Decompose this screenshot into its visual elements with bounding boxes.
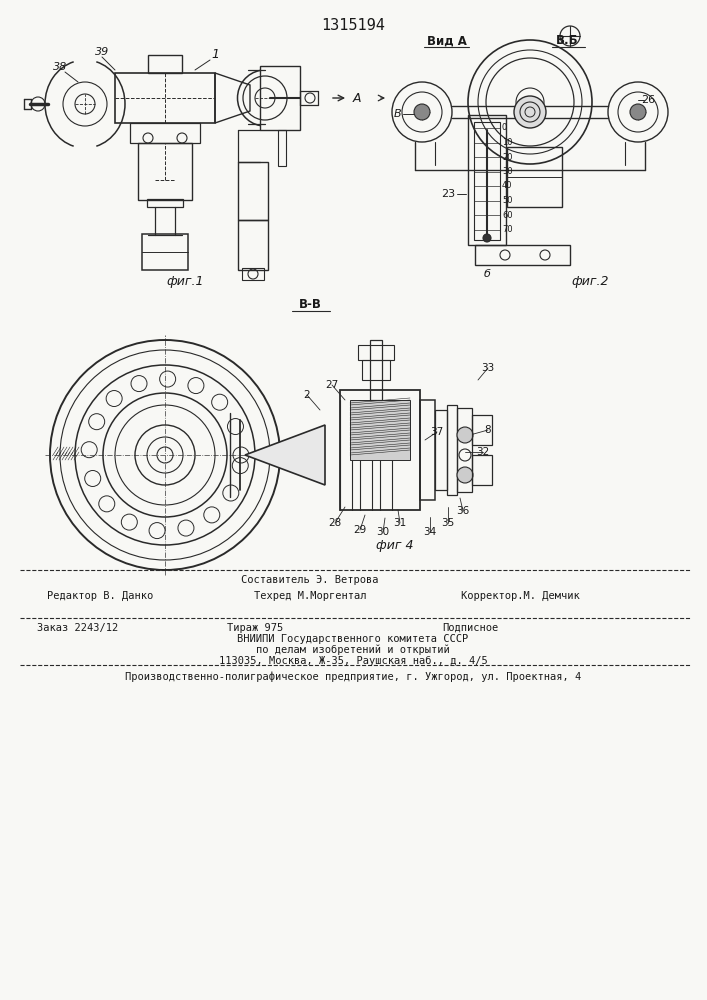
Text: 29: 29 [354, 525, 367, 535]
Circle shape [514, 96, 546, 128]
Text: 50: 50 [502, 196, 513, 205]
Text: 38: 38 [53, 62, 67, 72]
Text: ВНИИПИ Государственного комитета СССР: ВНИИПИ Государственного комитета СССР [238, 634, 469, 644]
Text: 113035, Москва, Ж-35, Раушская наб., д. 4/5: 113035, Москва, Ж-35, Раушская наб., д. … [218, 656, 487, 666]
Bar [278, 130, 286, 166]
Text: Составитель Э. Ветрова: Составитель Э. Ветрова [241, 575, 379, 585]
Circle shape [457, 467, 473, 483]
Bar [435, 410, 447, 490]
Circle shape [414, 104, 430, 120]
Bar [340, 390, 420, 510]
Text: 35: 35 [441, 518, 455, 528]
Text: Подписное: Подписное [442, 623, 498, 633]
Text: В: В [395, 109, 402, 119]
Bar [472, 415, 492, 445]
Text: 36: 36 [457, 506, 469, 516]
Text: 1: 1 [211, 48, 219, 62]
Text: 33: 33 [481, 363, 495, 373]
Text: 2: 2 [304, 390, 310, 400]
Text: 30: 30 [502, 167, 513, 176]
Text: В.Б: В.Б [556, 34, 578, 47]
Bar [420, 400, 435, 500]
Bar [474, 122, 500, 240]
Bar [138, 143, 192, 200]
Text: Вид А: Вид А [427, 34, 467, 47]
Text: 8: 8 [485, 425, 491, 435]
Bar [242, 268, 264, 280]
Text: 34: 34 [423, 527, 437, 537]
Text: 10: 10 [502, 138, 513, 147]
Bar [142, 234, 188, 270]
Text: 0: 0 [502, 123, 507, 132]
Text: 40: 40 [502, 182, 513, 190]
Text: 28: 28 [328, 518, 341, 528]
Text: 20: 20 [502, 152, 513, 161]
Text: Корректор.М. Демчик: Корректор.М. Демчик [461, 591, 579, 601]
Text: 70: 70 [502, 225, 513, 234]
Text: 1315194: 1315194 [321, 17, 385, 32]
Text: 30: 30 [376, 527, 390, 537]
Text: 31: 31 [393, 518, 407, 528]
Text: 23: 23 [441, 189, 455, 199]
Bar [148, 55, 182, 73]
Bar [472, 455, 492, 485]
Text: Редактор В. Данко: Редактор В. Данко [47, 591, 153, 601]
Text: фиг.2: фиг.2 [571, 275, 609, 288]
Text: 27: 27 [325, 380, 339, 390]
Bar [358, 345, 394, 360]
Text: фиг.1: фиг.1 [166, 275, 204, 288]
Polygon shape [245, 425, 325, 485]
Bar [238, 220, 268, 270]
Text: Заказ 2243/12: Заказ 2243/12 [37, 623, 119, 633]
Text: В-В: В-В [298, 298, 322, 312]
Text: Техред М.Моргентал: Техред М.Моргентал [254, 591, 366, 601]
Bar [447, 405, 457, 495]
Text: б: б [484, 269, 491, 279]
Bar [468, 115, 506, 245]
Bar [130, 123, 200, 143]
Bar [362, 360, 390, 380]
Bar [457, 408, 472, 492]
Circle shape [457, 427, 473, 443]
Text: 26: 26 [641, 95, 655, 105]
Polygon shape [350, 400, 410, 460]
Text: 60: 60 [502, 211, 513, 220]
Bar [260, 66, 300, 130]
Text: А: А [353, 92, 361, 104]
Bar [238, 162, 268, 220]
Bar [115, 73, 215, 123]
Bar [147, 199, 183, 207]
Text: Тираж 975: Тираж 975 [227, 623, 283, 633]
Text: фиг 4: фиг 4 [376, 538, 414, 552]
Text: по делам изобретений и открытий: по делам изобретений и открытий [256, 645, 450, 655]
Bar [370, 340, 382, 400]
Text: 37: 37 [431, 427, 443, 437]
Circle shape [483, 234, 491, 242]
Bar [475, 245, 570, 265]
Text: 39: 39 [95, 47, 109, 57]
Bar [507, 147, 562, 207]
Text: 32: 32 [477, 447, 490, 457]
Circle shape [630, 104, 646, 120]
Text: Производственно-полиграфическое предприятие, г. Ужгород, ул. Проектная, 4: Производственно-полиграфическое предприя… [125, 672, 581, 682]
